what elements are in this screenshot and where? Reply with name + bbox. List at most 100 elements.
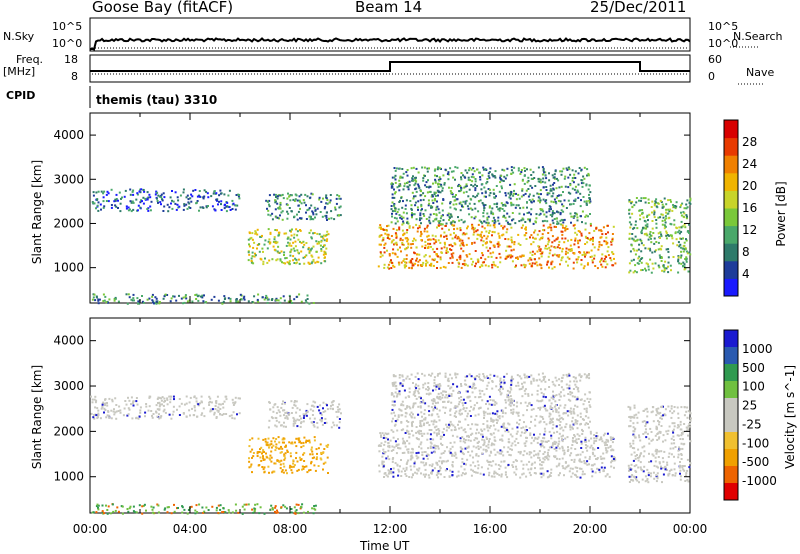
velocity-panel-cell <box>486 412 489 415</box>
power-panel-cell <box>299 229 301 231</box>
power-panel-cell <box>395 235 398 238</box>
power-panel-cell <box>534 185 537 187</box>
velocity-panel-cell <box>574 448 577 450</box>
power-panel-cell <box>425 262 427 265</box>
velocity-panel-cell <box>200 395 203 398</box>
velocity-panel-cell <box>92 511 95 514</box>
power-panel-cell <box>574 237 577 240</box>
velocity-panel-cell <box>552 383 555 386</box>
velocity-panel-cell <box>320 458 323 461</box>
velocity-panel-cell <box>437 470 440 473</box>
power-panel-cell <box>138 190 141 193</box>
power-panel-cell <box>444 224 447 227</box>
velocity-panel-cell <box>132 510 135 513</box>
velocity-panel-cell <box>311 414 314 416</box>
power-panel-cell <box>432 220 435 223</box>
velocity-panel-cell <box>301 503 304 506</box>
velocity-panel-cell <box>576 470 579 473</box>
velocity-panel-cell <box>426 453 429 456</box>
power-panel-cell <box>388 253 391 255</box>
power-panel-cell <box>672 204 675 206</box>
velocity-panel-cell <box>424 416 427 419</box>
power-panel-cell <box>492 213 495 216</box>
velocity-panel-cell <box>441 462 443 465</box>
velocity-panel-cell <box>424 418 427 421</box>
velocity-panel-cell <box>219 413 221 415</box>
power-panel-cell <box>206 192 209 195</box>
power-panel-cell <box>220 209 223 211</box>
velocity-panel-cell <box>103 411 105 414</box>
power-panel-cell <box>432 238 435 241</box>
power-panel-cell <box>276 202 279 205</box>
power-panel-cell <box>137 204 140 207</box>
velocity-panel-cell <box>391 420 393 423</box>
velocity-panel-cell <box>412 406 414 409</box>
velocity-panel-cell <box>391 383 394 386</box>
velocity-panel-cell <box>295 503 298 506</box>
power-panel-cell <box>634 240 637 243</box>
power-panel-cell <box>178 205 181 208</box>
velocity-panel-cell <box>443 400 446 403</box>
velocity-panel-cell <box>299 507 302 510</box>
velocity-panel-cell <box>571 395 574 398</box>
velocity-panel-cell <box>310 462 312 465</box>
velocity-panel-cell <box>542 457 545 460</box>
power-panel-cell <box>119 210 122 213</box>
power-panel-cell <box>553 173 556 176</box>
power-panel-cell <box>427 204 430 207</box>
velocity-panel-cell <box>454 405 457 408</box>
power-panel-cell <box>172 200 175 203</box>
power-panel-cell <box>183 204 186 207</box>
velocity-panel-cell <box>574 466 577 469</box>
power-panel-cell <box>660 245 663 248</box>
power-panel-cell <box>131 190 134 193</box>
velocity-panel-cell <box>148 396 151 399</box>
velocity-panel-cell <box>444 469 447 472</box>
velocity-panel-cell <box>448 395 451 397</box>
power-panel-cell <box>322 237 325 240</box>
power-panel-cell <box>484 168 487 170</box>
power-panel-cell <box>417 185 420 188</box>
velocity-panel-cell <box>561 440 564 443</box>
power-panel-cell <box>434 195 437 197</box>
power-panel-cell <box>318 242 320 245</box>
power-panel-cell <box>607 254 610 257</box>
power-panel-cell <box>458 219 461 222</box>
power-panel-cell <box>197 299 200 302</box>
velocity-panel-cell <box>432 420 435 423</box>
velocity-panel-cell <box>569 393 572 396</box>
power-panel-cell <box>561 256 564 259</box>
velocity-panel-cell <box>543 451 546 454</box>
velocity-panel-cell <box>160 415 163 418</box>
power-panel-cell <box>394 192 396 195</box>
power-panel-cell <box>532 200 535 203</box>
power-panel-cell <box>277 231 280 234</box>
power-panel-cell <box>567 199 570 202</box>
velocity-panel-cell <box>534 418 537 421</box>
power-panel-cell <box>562 205 565 208</box>
power-panel-cell <box>545 186 548 188</box>
velocity-panel-cell <box>127 407 130 410</box>
power-panel-cell <box>504 204 507 207</box>
velocity-panel-cell <box>532 379 535 382</box>
power-panel-cell <box>125 207 128 210</box>
velocity-panel-cell <box>387 438 389 441</box>
power-panel-cell <box>509 194 512 197</box>
velocity-panel-cell <box>407 451 410 454</box>
power-panel-cell <box>399 199 401 202</box>
power-panel-cell <box>534 258 536 261</box>
power-panel-cell <box>405 247 408 250</box>
velocity-panel-cell <box>217 406 220 409</box>
velocity-panel-cell <box>420 397 422 400</box>
velocity-panel-cell <box>525 475 528 478</box>
power-panel-cell <box>583 177 586 180</box>
power-panel-cell <box>441 214 444 217</box>
power-panel-cell <box>487 215 490 218</box>
velocity-panel-cell <box>322 407 324 410</box>
power-panel-cell <box>493 221 496 224</box>
power-panel-cell <box>390 259 392 262</box>
velocity-panel-cell <box>391 408 394 411</box>
power-panel-cell <box>592 236 594 239</box>
power-panel-cell <box>559 170 562 173</box>
power-panel-cell <box>151 299 154 302</box>
